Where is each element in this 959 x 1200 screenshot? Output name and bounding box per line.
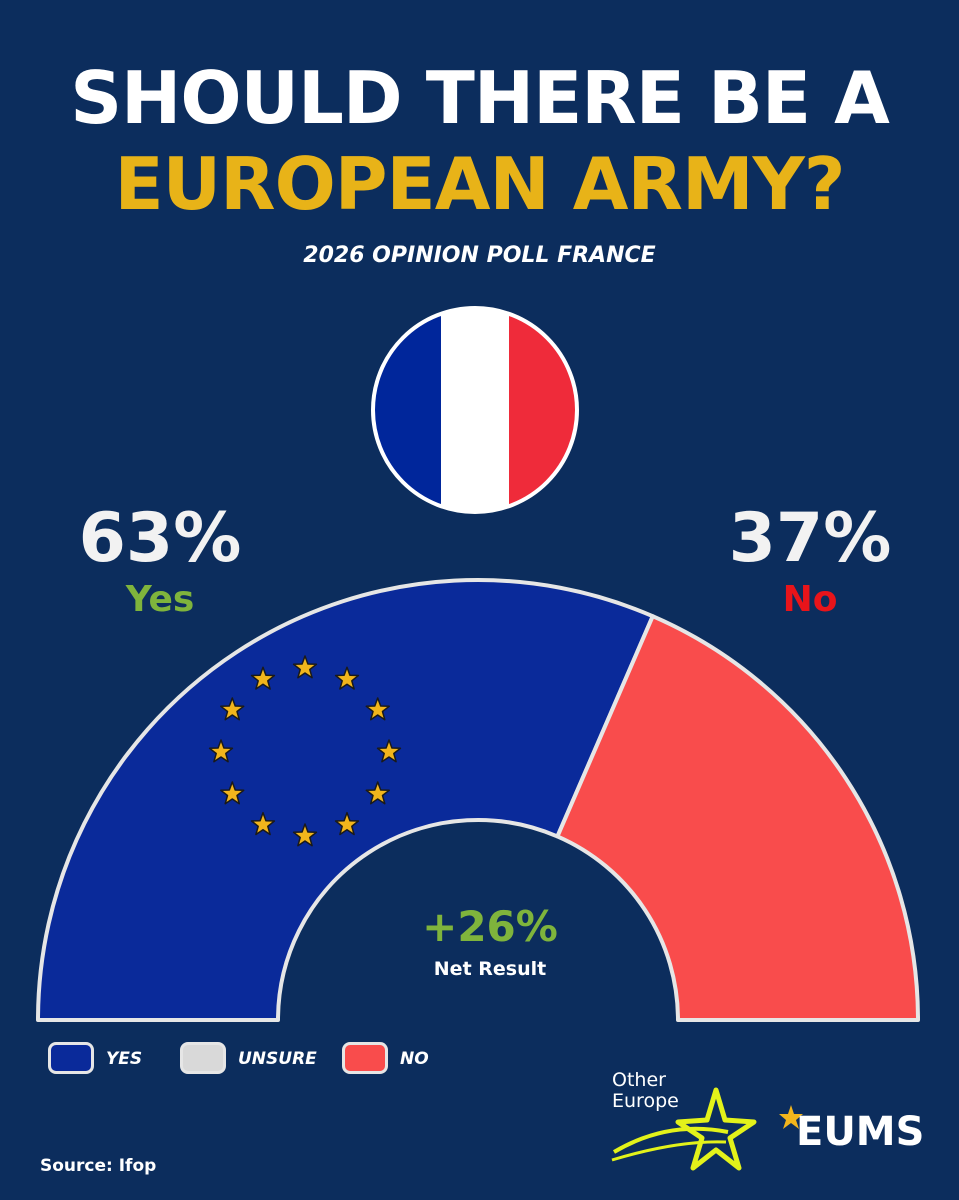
legend-swatch-no <box>342 1042 388 1074</box>
eu-star-7 <box>292 823 318 847</box>
eu-star-8 <box>250 811 276 836</box>
source-label: Source: Ifop <box>40 1156 157 1176</box>
half-donut-chart <box>36 578 920 1022</box>
yes-category-label: Yes <box>125 579 195 620</box>
yes-percent-label: 63% <box>78 499 242 578</box>
arc-segment-no <box>555 614 920 1022</box>
france-flag-icon <box>371 306 579 514</box>
subtitle: 2026 OPINION POLL FRANCE <box>303 243 656 268</box>
eu-stars-icon <box>208 655 402 847</box>
eu-star-9 <box>220 781 245 805</box>
net-result-value: +26% <box>422 902 558 951</box>
title-line-1: SHOULD THERE BE A <box>70 56 890 140</box>
other-europe-line-2: Europe <box>612 1089 679 1112</box>
net-result-label: Net Result <box>433 958 547 980</box>
flag-border <box>371 306 579 514</box>
eu-star-10 <box>208 739 234 763</box>
eums-star-icon <box>779 1105 803 1129</box>
other-europe-text: Other Europe <box>612 1070 679 1112</box>
eu-star-1 <box>292 655 318 679</box>
arc-segment-yes <box>36 578 655 1022</box>
flag-blue-band <box>373 308 441 512</box>
legend-label-yes: YES <box>106 1049 143 1069</box>
eu-star-5 <box>365 781 390 805</box>
eu-star-6 <box>334 811 360 836</box>
other-europe-line-1: Other <box>612 1069 666 1091</box>
eu-star-4 <box>376 739 402 763</box>
no-percent-label: 37% <box>728 499 892 578</box>
eu-star-2 <box>334 666 360 690</box>
legend-swatch-unsure <box>180 1042 226 1074</box>
flag-red-band <box>509 308 577 512</box>
eums-text: EUMS <box>796 1109 925 1155</box>
flag-white-band <box>441 308 509 512</box>
title-line-2: EUROPEAN ARMY? <box>114 142 845 226</box>
other-europe-star-icon <box>611 1087 757 1171</box>
eu-star-11 <box>220 697 245 721</box>
legend-swatch-yes <box>48 1042 94 1074</box>
no-category-label: No <box>782 579 838 620</box>
legend-label-unsure: UNSURE <box>238 1049 317 1069</box>
eu-star-3 <box>365 697 390 721</box>
eu-star-12 <box>250 666 276 690</box>
legend-label-no: NO <box>400 1049 429 1069</box>
